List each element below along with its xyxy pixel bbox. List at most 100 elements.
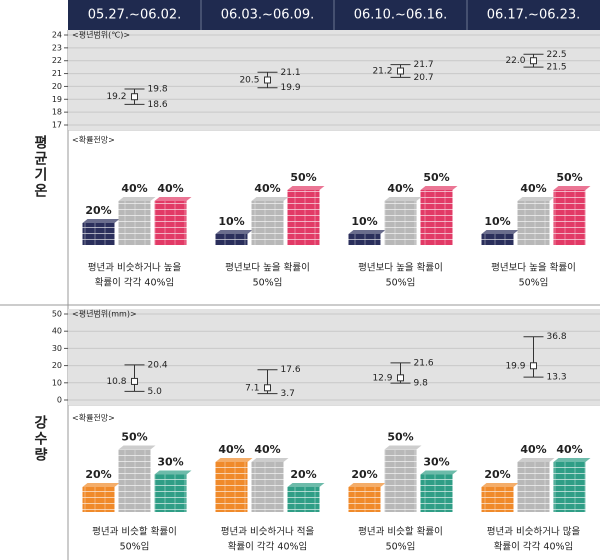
brick-lines [517,462,550,512]
prob-label: 20% [484,468,510,481]
high-label: 19.8 [148,85,168,95]
y-tick-label: 18 [52,108,62,117]
mean-marker [530,362,537,370]
prob-label: 40% [520,182,546,195]
brick-lines [251,462,284,512]
range-background [68,30,600,130]
mean-marker [131,93,138,101]
low-label: 19.9 [281,83,301,93]
mean-label: 22.0 [505,56,525,66]
prob-label: 40% [157,182,183,195]
brick-lines [517,201,550,245]
high-label: 21.1 [281,68,301,78]
brick-lines [118,201,151,245]
brick-lines [384,201,417,245]
prob-caption: 평년과 비슷할 확률이 [92,526,177,538]
stack-top [118,445,156,450]
low-label: 13.3 [547,373,567,383]
mean-label: 19.2 [106,92,126,102]
stack-top [420,186,458,190]
brick-lines [287,190,320,245]
stack-top [154,470,192,475]
mean-label: 10.8 [106,377,126,387]
high-label: 22.5 [547,50,567,60]
prob-caption: 50%임 [253,277,283,289]
brick-lines [215,462,248,512]
high-label: 21.6 [414,358,434,368]
brick-lines [481,487,514,512]
prob-title: <확률전망> [72,413,115,423]
brick-lines [553,462,586,512]
prob-caption: 평년과 비슷하거나 많을 [487,526,581,538]
brick-lines [348,234,381,245]
brick-lines [118,449,151,512]
brick-lines [420,190,453,245]
prob-label: 50% [423,171,449,184]
high-label: 36.8 [547,332,567,342]
stack-top [553,458,591,462]
low-label: 20.7 [414,73,434,83]
prob-label: 40% [387,182,413,195]
range-title: <평년범위(℃)> [72,30,130,40]
mean-marker [530,57,537,65]
low-label: 3.7 [281,389,295,399]
brick-lines [384,449,417,512]
stack-top [481,230,519,234]
prob-label: 10% [218,215,244,228]
prob-caption: 평년과 비슷하거나 적을 [221,526,315,538]
prob-label: 40% [520,443,546,456]
stack-top [215,458,253,462]
y-tick-label: 40 [52,327,62,336]
mean-marker [264,384,271,392]
prob-label: 40% [218,443,244,456]
stack-top [251,197,289,201]
prob-caption: 평년보다 높을 확률이 [491,262,576,274]
y-tick-label: 21 [52,69,62,78]
prob-label: 30% [423,456,449,469]
mean-label: 20.5 [239,76,259,86]
stack-top [420,470,458,475]
prob-label: 30% [157,456,183,469]
prob-caption: 50%임 [519,277,549,289]
stack-top [154,197,192,201]
prob-caption: 확률이 각각 40%임 [95,277,175,289]
prob-label: 40% [254,182,280,195]
y-tick-label: 20 [52,361,62,370]
stack-top [517,197,555,201]
prob-label: 50% [556,171,582,184]
brick-lines [287,487,320,512]
stack-top [348,483,386,487]
brick-lines [154,201,187,245]
week-label: 05.27.~06.02. [88,8,182,23]
prob-label: 40% [121,182,147,195]
prob-label: 20% [351,468,377,481]
prob-caption: 평년과 비슷하거나 높을 [88,262,182,274]
week-label: 06.03.~06.09. [221,8,315,23]
brick-lines [82,487,115,512]
brick-lines [154,474,187,512]
mean-label: 21.2 [372,67,392,77]
brick-lines [420,474,453,512]
stack-top [517,458,555,462]
brick-lines [215,234,248,245]
prob-title: <확률전망> [72,135,115,145]
y-tick-label: 0 [57,396,62,405]
mean-marker [397,67,404,75]
prob-label: 50% [290,171,316,184]
stack-top [384,445,422,450]
y-tick-label: 17 [52,121,62,130]
high-label: 17.6 [281,365,301,375]
low-label: 18.6 [148,100,168,110]
prob-caption: 평년보다 높을 확률이 [358,262,443,274]
range-background [68,309,600,405]
low-label: 9.8 [414,379,429,389]
brick-lines [82,223,115,245]
prob-caption: 평년과 비슷할 확률이 [358,526,443,538]
prob-caption: 50%임 [120,541,150,553]
prob-label: 20% [290,468,316,481]
y-tick-label: 23 [52,43,62,52]
stack-top [384,197,422,201]
range-title: <평년범위(mm)> [72,309,137,319]
stack-top [348,230,386,234]
